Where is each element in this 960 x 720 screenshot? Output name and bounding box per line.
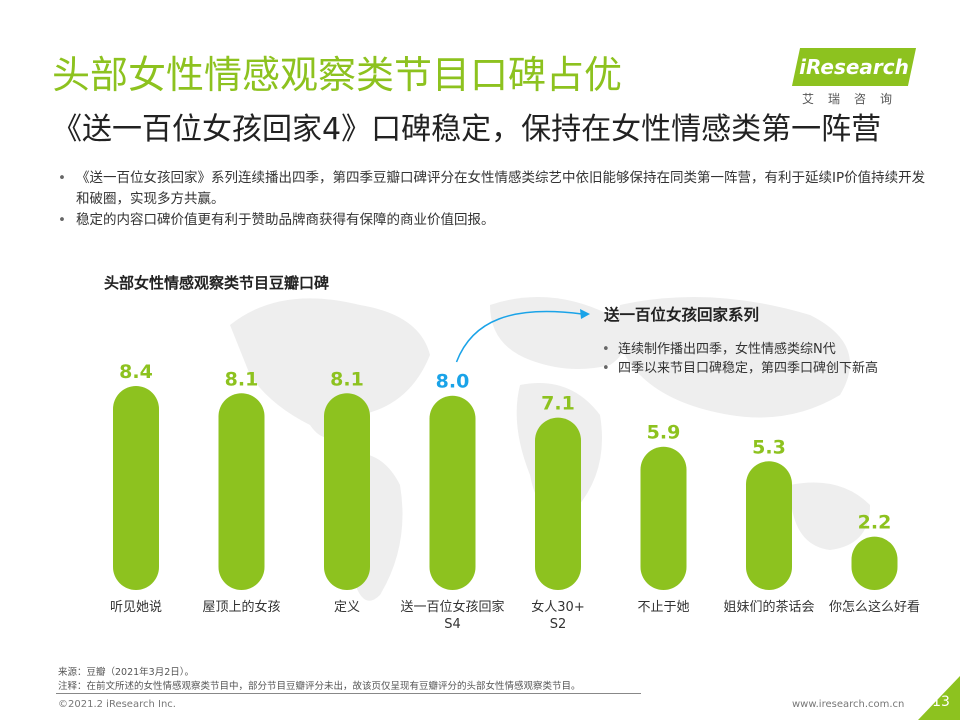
website-url: www.iresearch.com.cn xyxy=(792,699,905,710)
bar xyxy=(851,536,898,590)
bar-value-label: 8.1 xyxy=(225,368,259,390)
bar-value-label: 8.1 xyxy=(330,368,364,390)
logo-cn-text: 艾瑞咨询 xyxy=(801,92,906,106)
page-subtitle: 《送一百位女孩回家4》口碑稳定，保持在女性情感类第一阵营 xyxy=(52,112,882,147)
bar xyxy=(429,395,476,590)
bar xyxy=(640,446,687,590)
page-number: 13 xyxy=(932,694,950,710)
iresearch-logo: iResearch 艾瑞咨询 xyxy=(788,48,918,110)
callout-list: 连续制作播出四季，女性情感类综N代 四季以来节目口碑稳定，第四季口碑创下新高 xyxy=(602,340,942,378)
category-label: S4 xyxy=(444,617,461,632)
bar-value-label: 5.3 xyxy=(752,436,786,458)
summary-bullet: 稳定的内容口碑价值更有利于赞助品牌商获得有保障的商业价值回报。 xyxy=(58,210,928,231)
category-label: 屋顶上的女孩 xyxy=(202,599,280,615)
category-label: 听见她说 xyxy=(110,600,162,615)
bar xyxy=(113,386,159,590)
callout-arrow-head xyxy=(580,309,590,319)
bar-value-label: 5.9 xyxy=(647,422,681,444)
footer-divider xyxy=(56,693,641,694)
copyright: ©2021.2 iResearch Inc. xyxy=(58,699,176,710)
bar xyxy=(218,393,265,590)
summary-bullet: 《送一百位女孩回家》系列连续播出四季，第四季豆瓣口碑评分在女性情感类综艺中依旧能… xyxy=(58,168,928,210)
bar xyxy=(324,393,370,590)
bar xyxy=(535,417,581,590)
bar-value-label: 8.4 xyxy=(119,361,153,383)
callout-arrow xyxy=(455,310,583,363)
page-title: 头部女性情感观察类节目口碑占优 xyxy=(52,53,623,97)
bar-value-label: 8.0 xyxy=(436,371,470,393)
category-label: 定义 xyxy=(334,600,360,615)
chart-title: 头部女性情感观察类节目豆瓣口碑 xyxy=(104,274,330,292)
bar-value-label: 7.1 xyxy=(541,393,575,415)
callout-item: 连续制作播出四季，女性情感类综N代 xyxy=(602,340,942,359)
category-label: 送一百位女孩回家 xyxy=(400,599,504,615)
category-label: S2 xyxy=(550,617,567,632)
category-label: 不止于她 xyxy=(637,600,689,615)
source-note: 来源：豆瓣（2021年3月2日）。 xyxy=(58,667,195,678)
callout-title: 送一百位女孩回家系列 xyxy=(604,306,760,324)
footnote: 注释：在前文所述的女性情感观察类节目中，部分节目豆瓣评分未出，故该页仅呈现有豆瓣… xyxy=(58,681,581,692)
category-label: 你怎么这么好看 xyxy=(829,599,920,615)
category-label: 姐妹们的茶话会 xyxy=(723,599,814,615)
bar-value-label: 2.2 xyxy=(858,512,892,534)
summary-bullets: 《送一百位女孩回家》系列连续播出四季，第四季豆瓣口碑评分在女性情感类综艺中依旧能… xyxy=(58,168,928,231)
category-label: 女人30+ xyxy=(531,599,584,615)
bar xyxy=(746,461,792,590)
callout-item: 四季以来节目口碑稳定，第四季口碑创下新高 xyxy=(602,359,942,378)
logo-text: iResearch xyxy=(799,55,909,79)
page-number-badge xyxy=(918,676,960,720)
